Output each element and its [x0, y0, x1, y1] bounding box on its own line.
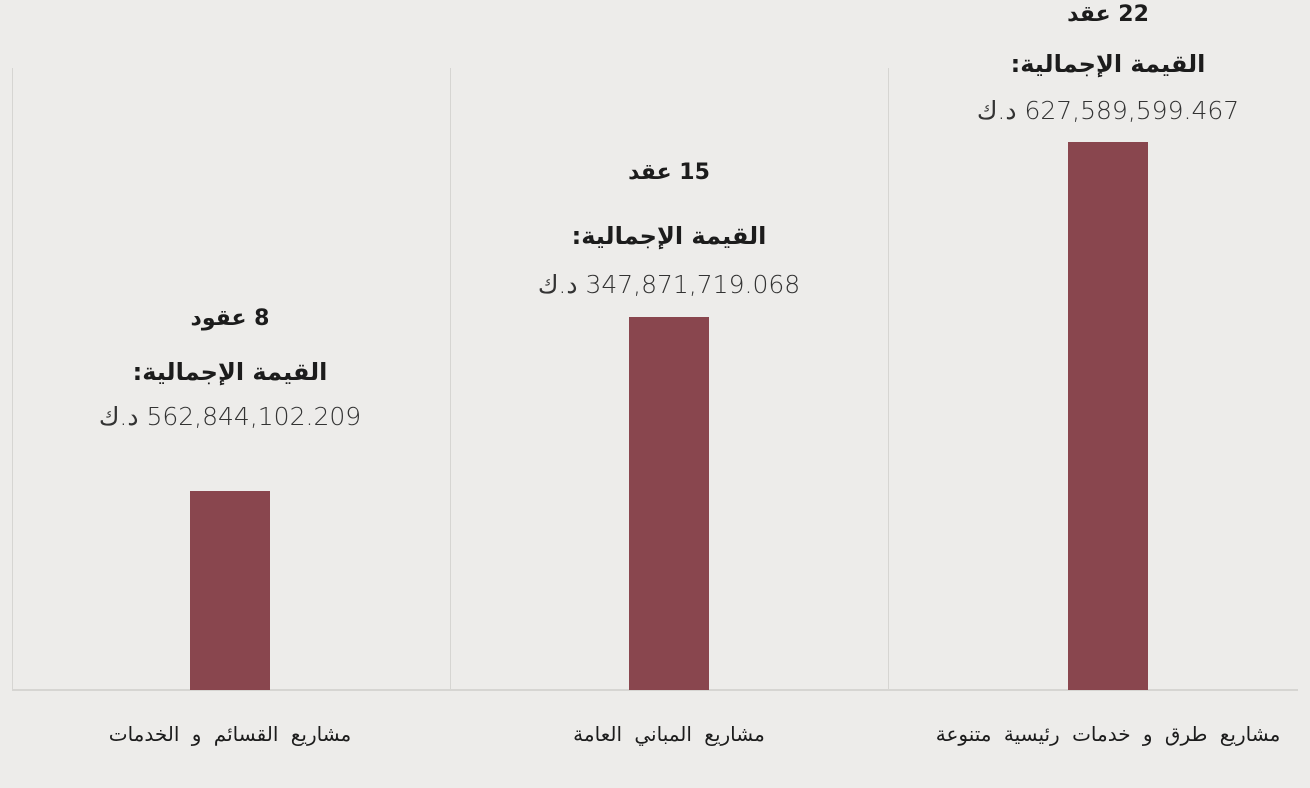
category-label: مشاريع القسائم و الخدمات — [108, 722, 352, 746]
column-divider — [12, 68, 13, 690]
category-label: مشاريع طرق و خدمات رئيسية متنوعة — [935, 722, 1281, 746]
category-label: مشاريع المباني العامة — [573, 722, 765, 746]
bar — [190, 490, 270, 690]
bar — [629, 316, 709, 690]
total-value: 562,844,102.209 د.ك — [98, 402, 362, 431]
total-label: القيمة الإجمالية: — [132, 358, 328, 386]
count-label: 15 عقد — [628, 160, 710, 185]
column-divider — [450, 68, 451, 690]
column-divider — [888, 68, 889, 690]
count-label: 22 عقد — [1067, 2, 1149, 27]
count-label: 8 عقود — [190, 306, 270, 331]
total-label: القيمة الإجمالية: — [571, 222, 767, 250]
total-value: 627,589,599.467 د.ك — [976, 96, 1240, 125]
bar — [1068, 142, 1148, 690]
total-value: 347,871,719.068 د.ك — [537, 270, 801, 299]
baseline — [12, 689, 1298, 691]
total-label: القيمة الإجمالية: — [1010, 50, 1206, 78]
